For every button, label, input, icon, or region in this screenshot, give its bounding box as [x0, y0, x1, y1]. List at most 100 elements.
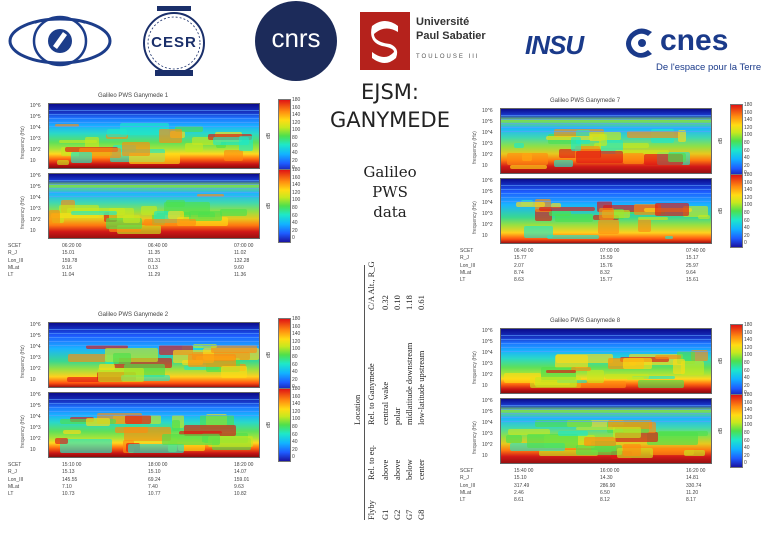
y-tick-label: 10^5	[482, 339, 493, 345]
colorbar	[278, 388, 291, 462]
colorbar-label: dB	[718, 137, 725, 145]
y-tick-label: 10^3	[482, 141, 493, 147]
y-tick-label: 10^3	[482, 361, 493, 367]
colorbar-tick-label: 0	[744, 460, 747, 467]
ephemeris-value: 11.04	[62, 272, 75, 279]
spectrogram-feature	[167, 210, 185, 219]
ephemeris-row-labels: SCET R_J Lon_III MLat LT	[460, 248, 475, 284]
spectrogram-band	[49, 345, 259, 346]
spectrogram-feature	[189, 210, 222, 222]
ephemeris-value: 9.63	[234, 483, 244, 490]
ephemeris-value: 8.32	[600, 269, 610, 276]
spectrogram-subplot	[48, 322, 260, 388]
insu-logo: INSU	[525, 30, 584, 60]
flyby-table-row: G7 below midlatitude downstream 1.18	[404, 260, 416, 520]
colorbar-ticks: 180 160 140 120 100 80 60 40 20 0	[744, 173, 752, 249]
ups-logo: Université Paul Sabatier TOULOUSE III	[360, 12, 510, 72]
ephemeris-column: 06:20 00 15.01 159.78 9.16 11.04	[62, 243, 81, 279]
slide-subtitle: Galileo PWS data	[330, 162, 450, 222]
colorbar-tick-label: 0	[292, 235, 295, 242]
spectrogram-band	[49, 341, 259, 342]
y-tick-label: 10	[482, 163, 488, 169]
y-tick-label: 10^3	[482, 431, 493, 437]
y-tick-label: 10^2	[30, 217, 41, 223]
spectrogram-band	[501, 413, 711, 414]
spectrogram-feature	[681, 360, 704, 375]
spectrogram-band	[49, 329, 259, 330]
colorbar-tick-label: 40	[292, 150, 298, 157]
title-line-2: GANYMEDE	[329, 108, 450, 132]
colorbar-tick-label: 0	[744, 170, 747, 177]
spectrogram-band	[49, 122, 259, 123]
ephemeris-value: 9.16	[62, 264, 72, 271]
spectrogram-band	[49, 196, 259, 197]
y-tick-label: 10^2	[482, 222, 493, 228]
ephemeris-value: 07:40 00	[686, 248, 706, 254]
ephemeris-value: 14.07	[234, 469, 247, 476]
ephemeris-value: 07:00 00	[600, 248, 620, 254]
flyby-table-cell: G2	[392, 509, 402, 520]
ephemeris-value: 15.10	[514, 475, 527, 482]
spectrogram-feature	[526, 434, 579, 449]
cnes-tagline: De l'espace pour la Terre	[656, 62, 762, 73]
colorbar-label: dB	[718, 207, 725, 215]
colorbar-tick-label: 40	[744, 155, 750, 162]
colorbar-tick-label: 140	[744, 337, 753, 344]
colorbar-tick-label: 60	[744, 217, 750, 224]
ephemeris-value: 11.29	[148, 272, 161, 279]
colorbar-ticks: 180 160 140 120 100 80 60 40 20 0	[292, 168, 300, 244]
y-tick-label: 10^5	[30, 184, 41, 190]
colorbar-tick-label: 120	[292, 189, 301, 196]
ephemeris-value: 8.12	[600, 497, 610, 504]
spectrogram-feature	[107, 129, 128, 138]
ephemeris-value: 15.01	[62, 250, 75, 257]
spectrogram-feature	[129, 152, 180, 164]
spectrogram-feature	[59, 439, 112, 454]
ephemeris-row-label: MLat	[460, 269, 472, 276]
colorbar-tick-label: 20	[292, 376, 298, 383]
cesr-logo-text: CESR	[151, 34, 197, 51]
spectrogram-feature	[506, 434, 523, 444]
colorbar-tick-label: 120	[744, 344, 753, 351]
colorbar-tick-label: 100	[744, 352, 753, 359]
colorbar-label: dB	[266, 202, 273, 210]
ephemeris-value: 10.77	[148, 491, 161, 498]
ephemeris-column: 16:00 00 14.30 286.90 6.50 8.12	[600, 468, 619, 504]
ephemeris-row-label: Lon_III	[460, 262, 476, 269]
spectrogram-feature	[523, 226, 554, 239]
ephemeris-column: 06:40 00 15.77 2.07 8.74 8.63	[514, 248, 533, 284]
colorbar-tick-label: 160	[744, 399, 753, 406]
spectrogram-band	[501, 335, 711, 336]
y-tick-label: 10^4	[30, 414, 41, 420]
ephemeris-value: 8.17	[686, 497, 696, 504]
ephemeris-value: 16:20 00	[686, 468, 706, 474]
ephemeris-value: 159.78	[62, 257, 78, 264]
spectrogram-feature	[691, 350, 709, 362]
spectrogram-feature	[539, 207, 596, 211]
ephemeris-value: 25.97	[686, 262, 699, 269]
flyby-table-header: C/A Alt., R_G	[366, 261, 376, 310]
spectrogram-subplot	[48, 392, 260, 458]
spectrogram-feature	[108, 227, 141, 233]
spectrogram-feature	[203, 348, 259, 360]
ephemeris-row-label: Lon_III	[8, 257, 24, 264]
ephemeris-value: 15:10 00	[62, 462, 82, 468]
y-tick-label: 10^3	[30, 206, 41, 212]
spectrogram-feature	[627, 131, 680, 138]
spectrogram-feature	[576, 151, 623, 164]
colorbar-tick-label: 40	[744, 375, 750, 382]
flyby-table-cell: midlatitude downstream	[404, 342, 414, 425]
flyby-table-cell: low-latitude upstream	[416, 350, 426, 425]
y-tick-label: 10^4	[482, 420, 493, 426]
spectrogram-feature	[513, 142, 524, 148]
ephemeris-value: 7.10	[62, 483, 72, 490]
ephemeris-value: 9.64	[686, 269, 696, 276]
spectrogram-feature	[68, 354, 107, 363]
colorbar-tick-label: 180	[292, 97, 301, 103]
spectrogram-feature	[49, 209, 60, 224]
y-tick-label: 10^6	[482, 178, 493, 184]
panel-title: Galileo PWS Ganymede 1	[98, 93, 169, 99]
ephemeris-column: 18:20 00 14.07 159.01 9.63 10.82	[234, 462, 253, 498]
spectrogram-feature	[638, 380, 685, 388]
ephemeris-value: 10.82	[234, 491, 247, 498]
